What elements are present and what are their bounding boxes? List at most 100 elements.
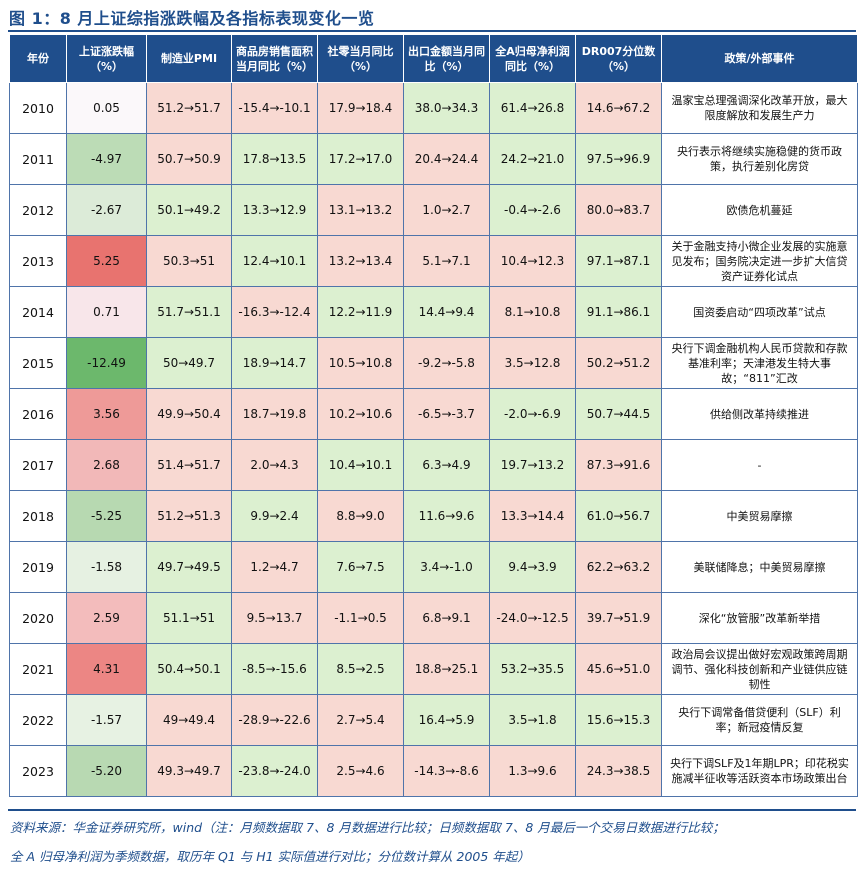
cell-retail: 2.5→4.6 [317, 745, 404, 797]
cell-retail: 7.6→7.5 [317, 541, 404, 593]
header-house: 商品房销售面积当月同比（%） [231, 34, 318, 83]
cell-dr007: 50.7→44.5 [575, 388, 662, 440]
cell-dr007: 91.1→86.1 [575, 286, 662, 338]
cell-retail: 10.5→10.8 [317, 337, 404, 389]
figure-title: 图 1：8 月上证综指涨跌幅及各指标表现变化一览 [9, 9, 375, 28]
header-retail: 社零当月同比（%） [317, 34, 404, 83]
cell-dr007: 87.3→91.6 [575, 439, 662, 491]
cell-event: 中美贸易摩擦 [661, 490, 858, 542]
cell-profit: 10.4→12.3 [489, 235, 576, 287]
header-change: 上证涨跌幅（%） [66, 34, 147, 83]
source-note-line-1: 资料来源：华金证券研究所，wind（注：月频数据取 7、8 月数据进行比较；日频… [10, 820, 725, 835]
cell-house: 18.7→19.8 [231, 388, 318, 440]
cell-event: 央行下调金融机构人民币贷款和存款基准利率；天津港发生特大事故；“811”汇改 [661, 337, 858, 389]
cell-dr007: 80.0→83.7 [575, 184, 662, 236]
cell-pmi: 50.3→51 [146, 235, 232, 287]
cell-change: 0.05 [66, 82, 147, 134]
table-row: 2012 -2.67 50.1→49.2 13.3→12.9 13.1→13.2 1.0→… [9, 184, 858, 236]
cell-profit: 9.4→3.9 [489, 541, 576, 593]
cell-retail: 17.2→17.0 [317, 133, 404, 185]
cell-dr007: 61.0→56.7 [575, 490, 662, 542]
indicator-table: 年份 上证涨跌幅（%） 制造业PMI 商品房销售面积当月同比（%） 社零当月同比… [9, 34, 858, 797]
cell-event: 央行表示将继续实施稳健的货币政策，执行差别化房贷 [661, 133, 858, 185]
cell-pmi: 51.4→51.7 [146, 439, 232, 491]
cell-change: -4.97 [66, 133, 147, 185]
cell-dr007: 24.3→38.5 [575, 745, 662, 797]
cell-export: 38.0→34.3 [403, 82, 490, 134]
table-row: 2020 2.59 51.1→51 9.5→13.7 -1.1→0.5 6.8→9.1 -2… [9, 592, 858, 644]
cell-year: 2023 [9, 745, 67, 797]
header-dr007: DR007分位数（%） [575, 34, 662, 83]
cell-year: 2017 [9, 439, 67, 491]
cell-export: 5.1→7.1 [403, 235, 490, 287]
cell-retail: 13.2→13.4 [317, 235, 404, 287]
source-divider [8, 809, 856, 811]
cell-house: -16.3→-12.4 [231, 286, 318, 338]
cell-event: 温家宝总理强调深化改革开放，最大限度解放和发展生产力 [661, 82, 858, 134]
cell-year: 2019 [9, 541, 67, 593]
cell-year: 2018 [9, 490, 67, 542]
cell-dr007: 45.6→51.0 [575, 643, 662, 695]
cell-event: 供给侧改革持续推进 [661, 388, 858, 440]
cell-retail: 8.5→2.5 [317, 643, 404, 695]
table-row: 2010 0.05 51.2→51.7 -15.4→-10.1 17.9→18.4 38.… [9, 82, 858, 134]
cell-profit: -24.0→-12.5 [489, 592, 576, 644]
table-row: 2015 -12.49 50→49.7 18.9→14.7 10.5→10.8 -9.2→… [9, 337, 858, 389]
cell-pmi: 49→49.4 [146, 694, 232, 746]
cell-export: 3.4→-1.0 [403, 541, 490, 593]
cell-change: -1.57 [66, 694, 147, 746]
cell-house: 13.3→12.9 [231, 184, 318, 236]
cell-change: 2.68 [66, 439, 147, 491]
header-row: 年份 上证涨跌幅（%） 制造业PMI 商品房销售面积当月同比（%） 社零当月同比… [9, 34, 858, 83]
table-row: 2018 -5.25 51.2→51.3 9.9→2.4 8.8→9.0 11.6→9.6… [9, 490, 858, 542]
cell-year: 2021 [9, 643, 67, 695]
table-row: 2011 -4.97 50.7→50.9 17.8→13.5 17.2→17.0 20.4… [9, 133, 858, 185]
cell-house: -8.5→-15.6 [231, 643, 318, 695]
cell-dr007: 62.2→63.2 [575, 541, 662, 593]
cell-retail: -1.1→0.5 [317, 592, 404, 644]
cell-event: 央行下调常备借贷便利（SLF）利率；新冠疫情反复 [661, 694, 858, 746]
cell-event: 深化“放管服”改革新举措 [661, 592, 858, 644]
header-export: 出口金额当月同比（%） [403, 34, 490, 83]
cell-house: -28.9→-22.6 [231, 694, 318, 746]
cell-pmi: 50.4→50.1 [146, 643, 232, 695]
cell-retail: 10.4→10.1 [317, 439, 404, 491]
cell-dr007: 50.2→51.2 [575, 337, 662, 389]
cell-export: -14.3→-8.6 [403, 745, 490, 797]
table-row: 2019 -1.58 49.7→49.5 1.2→4.7 7.6→7.5 3.4→-1.0… [9, 541, 858, 593]
cell-year: 2020 [9, 592, 67, 644]
cell-change: 3.56 [66, 388, 147, 440]
cell-change: -1.58 [66, 541, 147, 593]
cell-retail: 2.7→5.4 [317, 694, 404, 746]
header-year: 年份 [9, 34, 67, 83]
cell-export: 16.4→5.9 [403, 694, 490, 746]
cell-profit: 61.4→26.8 [489, 82, 576, 134]
cell-change: 0.71 [66, 286, 147, 338]
cell-retail: 10.2→10.6 [317, 388, 404, 440]
cell-export: 18.8→25.1 [403, 643, 490, 695]
cell-change: 4.31 [66, 643, 147, 695]
cell-pmi: 49.7→49.5 [146, 541, 232, 593]
cell-year: 2015 [9, 337, 67, 389]
cell-house: -15.4→-10.1 [231, 82, 318, 134]
cell-year: 2016 [9, 388, 67, 440]
cell-export: -9.2→-5.8 [403, 337, 490, 389]
cell-change: -2.67 [66, 184, 147, 236]
cell-year: 2013 [9, 235, 67, 287]
cell-event: 关于金融支持小微企业发展的实施意见发布；国务院决定进一步扩大信贷资产证券化试点 [661, 235, 858, 287]
cell-pmi: 49.3→49.7 [146, 745, 232, 797]
cell-dr007: 97.1→87.1 [575, 235, 662, 287]
cell-house: 1.2→4.7 [231, 541, 318, 593]
cell-profit: 3.5→12.8 [489, 337, 576, 389]
cell-year: 2012 [9, 184, 67, 236]
header-profit: 全A归母净利润同比（%） [489, 34, 576, 83]
cell-pmi: 51.7→51.1 [146, 286, 232, 338]
cell-pmi: 50.7→50.9 [146, 133, 232, 185]
cell-event: 美联储降息；中美贸易摩擦 [661, 541, 858, 593]
cell-house: 17.8→13.5 [231, 133, 318, 185]
cell-year: 2010 [9, 82, 67, 134]
cell-export: 6.3→4.9 [403, 439, 490, 491]
cell-dr007: 97.5→96.9 [575, 133, 662, 185]
table-row: 2022 -1.57 49→49.4 -28.9→-22.6 2.7→5.4 16.4→5… [9, 694, 858, 746]
cell-pmi: 49.9→50.4 [146, 388, 232, 440]
